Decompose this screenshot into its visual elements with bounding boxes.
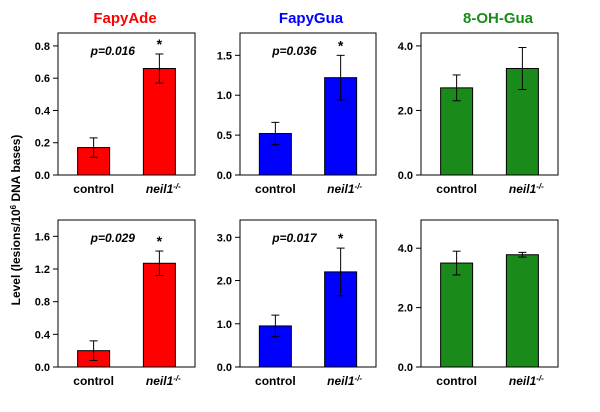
plot-frame <box>420 32 559 176</box>
plot-frame <box>57 32 196 176</box>
y-tick-label: 2.0 <box>398 105 413 117</box>
p-value-annotation: p=0.016 <box>90 44 136 58</box>
y-tick-label: 0.8 <box>35 297 50 309</box>
y-tick-label: 0.0 <box>35 170 50 182</box>
y-tick-label: 0.0 <box>35 362 50 374</box>
category-label-control: control <box>73 374 114 388</box>
significance-marker: * <box>338 230 344 246</box>
y-tick-label: 1.5 <box>217 50 232 62</box>
y-tick-label: 0.0 <box>217 170 232 182</box>
y-tick-label: 0.0 <box>398 362 413 374</box>
plot-frame <box>239 219 377 368</box>
p-value-annotation: p=0.036 <box>271 44 317 58</box>
y-tick-label: 0.0 <box>398 170 413 182</box>
significance-marker: * <box>157 233 163 249</box>
chart-panel-4: 0.0 0.4 0.8 1.2 1.6 * p=0.029 control neil1-/- <box>35 219 196 388</box>
chart-panel-6: 0.0 2.0 4.0 control neil1-/- <box>398 219 559 388</box>
bar <box>505 254 539 368</box>
y-tick-label: 2.0 <box>398 303 413 315</box>
category-label-mutant: neil1-/- <box>509 374 544 388</box>
bar <box>142 68 176 176</box>
y-axis-label: Level (lesions/106 DNA bases) <box>9 135 23 306</box>
y-tick-label: 0.6 <box>35 73 50 85</box>
y-tick-label: 1.0 <box>217 90 232 102</box>
plot-frame <box>57 219 196 368</box>
significance-marker: * <box>338 37 344 53</box>
column-title-fapyade: FapyAde <box>93 10 156 27</box>
y-tick-label: 0.4 <box>35 105 51 117</box>
plot-frame <box>239 32 377 176</box>
category-label-mutant: neil1-/- <box>327 182 362 196</box>
column-title-fapygua: FapyGua <box>279 10 344 27</box>
y-tick-label: 4.0 <box>398 243 413 255</box>
category-label-mutant: neil1-/- <box>327 374 362 388</box>
bar <box>440 262 474 368</box>
y-tick-label: 0.5 <box>217 130 232 142</box>
category-label-control: control <box>436 182 477 196</box>
y-tick-label: 1.6 <box>35 231 50 243</box>
bar <box>142 262 176 368</box>
y-tick-label: 3.0 <box>217 232 232 244</box>
category-label-mutant: neil1-/- <box>146 374 181 388</box>
category-label-control: control <box>436 374 477 388</box>
category-label-mutant: neil1-/- <box>146 182 181 196</box>
column-title-8-oh-gua: 8-OH-Gua <box>463 10 534 27</box>
significance-marker: * <box>157 36 163 52</box>
category-label-control: control <box>73 182 114 196</box>
y-tick-label: 0.8 <box>35 41 50 53</box>
y-tick-label: 1.2 <box>35 264 50 276</box>
p-value-annotation: p=0.029 <box>90 231 136 245</box>
chart-panel-3: 0.0 2.0 4.0 control neil1-/- <box>398 32 559 196</box>
y-tick-label: 2.0 <box>217 276 232 288</box>
category-label-control: control <box>255 182 296 196</box>
y-tick-label: 0.2 <box>35 138 50 150</box>
p-value-annotation: p=0.017 <box>271 231 318 245</box>
chart-panel-1: 0.0 0.2 0.4 0.6 0.8 * p=0.016 control neil1-/- <box>35 32 196 196</box>
chart-panel-2: 0.0 0.5 1.0 1.5 * p=0.036 control neil1-/- <box>217 32 377 196</box>
category-label-control: control <box>255 374 296 388</box>
category-label-mutant: neil1-/- <box>509 182 544 196</box>
y-tick-label: 1.0 <box>217 319 232 331</box>
y-tick-label: 0.0 <box>217 362 232 374</box>
plot-frame <box>420 219 559 368</box>
chart-panel-5: 0.0 1.0 2.0 3.0 * p=0.017 control neil1-/- <box>217 219 377 388</box>
y-tick-label: 0.4 <box>35 329 51 341</box>
y-tick-label: 4.0 <box>398 41 413 53</box>
